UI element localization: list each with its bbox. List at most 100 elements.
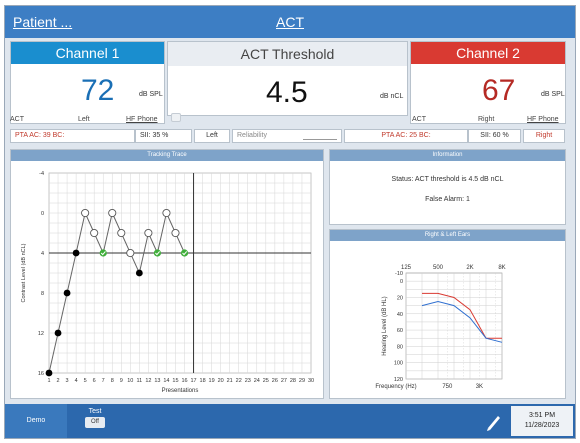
page-title[interactable]: ACT [276, 14, 304, 30]
reliability-value-bar [303, 132, 337, 140]
tracking-x-tick: 24 [254, 378, 260, 384]
test-toggle[interactable]: Test Off [75, 408, 115, 428]
check-icon [100, 251, 106, 256]
tracking-y-tick: 12 [38, 331, 44, 337]
tracking-x-tick: 12 [145, 378, 151, 384]
tracking-x-tick: 16 [181, 378, 187, 384]
tracking-x-tick: 26 [272, 378, 278, 384]
tracking-x-tick: 27 [281, 378, 287, 384]
tracking-y-tick: 4 [41, 251, 44, 257]
pen-icon[interactable] [483, 411, 505, 433]
tracking-x-tick: 17 [190, 378, 196, 384]
channel1-unit: dB SPL [139, 91, 163, 98]
tracking-x-tick: 15 [172, 378, 178, 384]
tracking-point-filled [135, 269, 143, 277]
tracking-point-open [126, 248, 135, 258]
tracking-y-tick: 0 [41, 211, 44, 217]
audiogram-top-tick: 125 [401, 265, 412, 271]
audiogram-series-0 [422, 292, 502, 339]
channel2-unit: dB SPL [541, 91, 565, 98]
tracking-point-filled [63, 289, 71, 297]
audiogram-y-tick: 60 [397, 328, 403, 334]
channel1-transducer[interactable]: HF Phone [126, 116, 158, 123]
check-icon [182, 251, 188, 256]
tracking-x-tick: 10 [127, 378, 133, 384]
channel2-panel[interactable]: Channel 2 67 dB SPL [410, 41, 566, 124]
tracking-point-open [144, 228, 153, 238]
tracking-x-tick: 5 [84, 378, 87, 384]
tracking-x-tick: 19 [209, 378, 215, 384]
tracking-x-tick: 23 [245, 378, 251, 384]
check-icon [155, 251, 160, 256]
tracking-x-tick: 14 [163, 378, 169, 384]
tracking-point-filled [45, 369, 53, 377]
left-side: Left [194, 129, 230, 143]
right-pta: PTA AC: 25 BC: [344, 129, 468, 143]
channel2-mode: ACT [412, 116, 426, 123]
tracking-panel: Tracking Trace 1 2 3 4 5 6 7 8 9 10 11 12 13 14 15 16 17… [10, 149, 324, 399]
tracking-point-check [99, 249, 107, 257]
information-title: Information [330, 150, 565, 161]
reliability-placeholder: Reliability [237, 132, 267, 139]
tracking-x-tick: 2 [57, 378, 60, 384]
tracking-point-open [81, 208, 90, 218]
tracking-point-check [153, 249, 162, 257]
tracking-chart: 1 2 3 4 5 6 7 8 9 10 11 12 13 14 15 16 17 18 19 20 21 22 23 24 2… [21, 171, 314, 394]
clock-date: 11/28/2023 [524, 422, 560, 429]
threshold-header: ACT Threshold [168, 42, 407, 66]
tracking-x-tick: 7 [102, 378, 105, 384]
tracking-title: Tracking Trace [11, 150, 323, 161]
tracking-x-tick: 6 [93, 378, 96, 384]
tracking-x-tick: 18 [200, 378, 206, 384]
audiogram-y-tick: 0 [400, 279, 403, 285]
title-bar: Patient ... ACT [5, 6, 575, 38]
test-label: Test [88, 408, 102, 415]
tracking-point-check [180, 249, 189, 257]
tracking-x-tick: 1 [47, 378, 50, 384]
audiogram-bottom-tick: 750 [442, 384, 453, 390]
channel2-header: Channel 2 [411, 42, 565, 64]
tracking-series-line [48, 211, 185, 374]
reliability-field[interactable]: Reliability [232, 129, 342, 143]
audiogram-top-tick: 2K [466, 265, 473, 271]
tracking-x-tick: 28 [290, 378, 296, 384]
audiogram-series-1 [421, 301, 503, 343]
threshold-unit: dB nCL [380, 93, 404, 100]
audiogram-y-tick: 80 [397, 344, 403, 350]
tracking-point-open [162, 208, 171, 218]
tracking-x-tick: 13 [154, 378, 160, 384]
tracking-y-tick: 16 [38, 371, 44, 377]
clock-time: 3:51 PM [528, 412, 556, 419]
information-panel: Information Status: ACT threshold is 4.5… [329, 149, 566, 225]
tracking-x-tick: 29 [299, 378, 305, 384]
tracking-x-tick: 25 [263, 378, 269, 384]
tracking-point-open [171, 228, 180, 238]
channel1-panel[interactable]: Channel 1 72 dB SPL [10, 41, 165, 124]
tracking-x-tick: 30 [308, 378, 314, 384]
patient-link[interactable]: Patient ... [13, 14, 73, 30]
right-side: Right [523, 129, 565, 143]
tracking-x-tick: 21 [227, 378, 233, 384]
audiogram-y-tick: 120 [394, 377, 403, 383]
tracking-x-label: Presentations [162, 388, 199, 394]
tracking-point-open [90, 228, 99, 238]
threshold-value: 4.5 [266, 76, 308, 109]
tracking-y-label: Contrast Level (dB nCL) [21, 243, 27, 302]
tracking-point-open [108, 208, 117, 218]
audiogram-y-tick: 100 [394, 361, 403, 367]
tracking-y-tick: -4 [39, 171, 44, 177]
demo-button[interactable]: Demo [5, 404, 67, 438]
audiogram-top-tick: 8K [498, 265, 505, 271]
tracking-x-tick: 20 [218, 378, 224, 384]
channel1-header: Channel 1 [11, 42, 164, 64]
tracking-point-filled [54, 329, 62, 337]
channel2-transducer[interactable]: HF Phone [527, 116, 559, 123]
audiogram-y-label: Hearing Level (dB HL) [382, 296, 388, 355]
footer-bar: Demo Test Off 3:51 PM 11/28/2023 [5, 404, 575, 438]
audiogram-bottom-tick: 3K [476, 384, 483, 390]
tracking-y-tick: 8 [41, 291, 44, 297]
clock: 3:51 PM 11/28/2023 [511, 406, 573, 436]
threshold-knob[interactable] [171, 113, 181, 122]
test-value[interactable]: Off [85, 417, 105, 428]
audiogram-x-label: Frequency (Hz) [375, 384, 416, 390]
